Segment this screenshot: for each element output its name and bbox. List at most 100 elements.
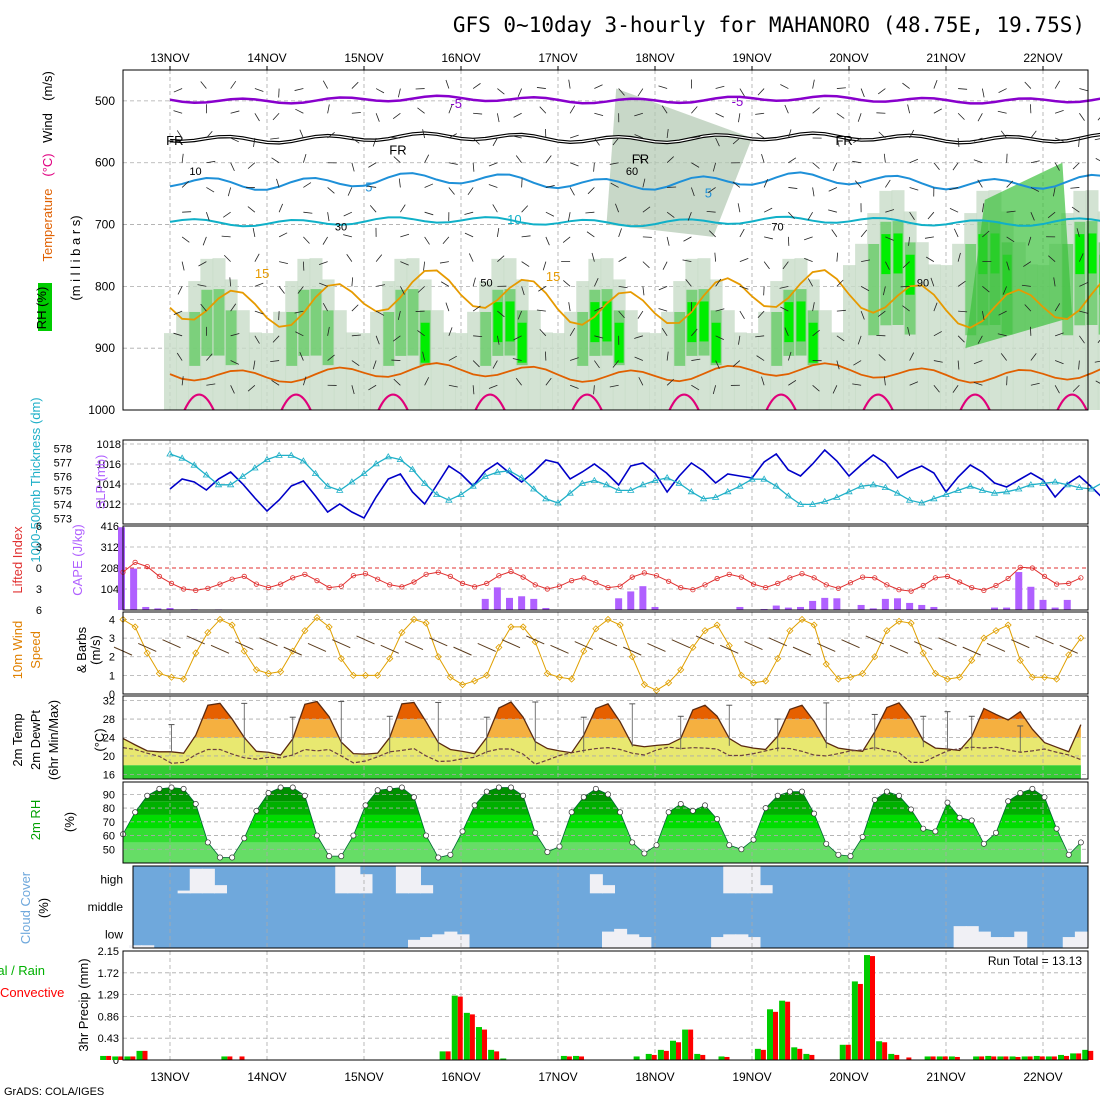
thickness-point bbox=[239, 472, 247, 479]
precip-total-bar bbox=[997, 1056, 1004, 1060]
wind-barb bbox=[634, 356, 644, 361]
precip-convective-bar bbox=[760, 1049, 766, 1060]
wind-barb bbox=[303, 236, 310, 244]
wind-barb bbox=[1030, 353, 1037, 361]
precip-tick-label: 0 bbox=[113, 1055, 119, 1067]
rh-point bbox=[629, 839, 636, 846]
thickness-point bbox=[857, 482, 865, 489]
wind-barb bbox=[860, 229, 868, 238]
wind-barb bbox=[973, 360, 983, 365]
wind-barb bbox=[417, 286, 425, 293]
wind-barb bbox=[319, 282, 328, 287]
rh-point bbox=[301, 792, 308, 799]
cape-tick-label: 416 bbox=[101, 521, 119, 533]
rh-shading bbox=[213, 289, 225, 356]
date-label-top: 14NOV bbox=[247, 51, 286, 65]
wind-barb bbox=[739, 228, 745, 238]
precip-total-bar bbox=[1058, 1054, 1064, 1060]
thickness-point bbox=[384, 453, 392, 460]
wind-barb bbox=[372, 360, 377, 370]
surface-wind-barb bbox=[720, 644, 739, 654]
wind-barb bbox=[714, 252, 717, 262]
wind-barb bbox=[812, 302, 815, 312]
precip-total-bar bbox=[657, 1049, 664, 1060]
lifted-index-tick-label: 3 bbox=[36, 584, 42, 596]
wind-barb bbox=[666, 156, 674, 164]
wind-barb bbox=[852, 160, 862, 164]
wind-barb bbox=[254, 113, 260, 122]
thickness-point bbox=[323, 482, 332, 489]
rh-contour-label: 60 bbox=[626, 166, 638, 178]
wind-barb bbox=[788, 187, 798, 189]
rh-point bbox=[568, 809, 575, 816]
wind-barb bbox=[271, 157, 280, 164]
lifted-index-point bbox=[763, 584, 769, 591]
surface-wind-barb bbox=[623, 646, 642, 656]
lifted-index-axis-label: Lifted Index bbox=[10, 526, 25, 594]
wind-barb bbox=[909, 187, 919, 191]
wind-barb bbox=[442, 236, 450, 244]
wind-barb bbox=[375, 113, 380, 122]
rh-point bbox=[411, 794, 417, 801]
surface-wind-barb bbox=[889, 644, 909, 654]
rh-shading bbox=[606, 88, 752, 237]
date-label-bottom: 15NOV bbox=[344, 1070, 383, 1084]
wind-barb bbox=[1030, 382, 1040, 386]
thickness-point bbox=[336, 486, 344, 493]
rh-tick-label: 50 bbox=[103, 844, 115, 856]
wind-barb bbox=[981, 311, 985, 321]
surface-wind-barb bbox=[671, 639, 690, 649]
rh-shading bbox=[176, 311, 190, 410]
wind-barb bbox=[569, 187, 575, 196]
wind-barb bbox=[1094, 138, 1100, 141]
cloud-axis-label: Cloud Cover bbox=[18, 871, 33, 944]
surface-wind-barb bbox=[283, 646, 302, 656]
dewpoint-axis-label: 2m DewPt bbox=[28, 710, 43, 770]
wind-barb bbox=[586, 231, 595, 238]
wind-barb bbox=[618, 88, 625, 96]
wind10m-speed-label: Speed bbox=[28, 631, 43, 669]
rh-point bbox=[920, 825, 927, 832]
lifted-index-point bbox=[835, 585, 841, 591]
date-label-top: 21NOV bbox=[926, 51, 965, 65]
rh-point bbox=[314, 832, 320, 839]
lifted-index-point bbox=[823, 582, 829, 588]
wind-barb bbox=[253, 360, 256, 370]
thickness-point bbox=[881, 483, 890, 490]
wind-speed-point bbox=[628, 653, 636, 661]
wind-barb bbox=[930, 277, 935, 287]
wind-barb bbox=[327, 326, 330, 336]
thickness-point bbox=[724, 488, 732, 495]
wind-barb bbox=[488, 162, 498, 167]
cape-bar bbox=[627, 591, 635, 610]
cloud-high-bar bbox=[420, 885, 434, 894]
wind10m-unit-label: (m/s) bbox=[88, 635, 103, 665]
temp-fill-band bbox=[123, 701, 1081, 720]
wind-speed-point bbox=[204, 628, 212, 637]
wind-barb bbox=[536, 309, 546, 312]
wind-barb bbox=[909, 158, 919, 164]
wind-barb bbox=[739, 88, 745, 97]
cloud-low-bar bbox=[965, 926, 979, 948]
rh-point bbox=[156, 785, 163, 792]
wind-speed-point bbox=[446, 673, 454, 681]
wind-speed-point bbox=[859, 669, 867, 678]
lifted-index-tick-label: 3 bbox=[36, 542, 42, 554]
precip-convective-bar bbox=[579, 1056, 584, 1060]
wind-barb bbox=[1072, 384, 1080, 392]
wind-barb bbox=[981, 88, 985, 98]
wind-speed-point bbox=[980, 634, 988, 642]
cloud-high-bar bbox=[723, 866, 737, 894]
wind-barb bbox=[1079, 253, 1084, 262]
cloud-low-bar bbox=[990, 937, 1003, 948]
wind-barb bbox=[812, 162, 820, 169]
surface-wind-barb bbox=[307, 642, 327, 652]
lifted-index-point bbox=[423, 571, 429, 577]
wind-barb bbox=[902, 261, 910, 269]
rh-point bbox=[556, 843, 563, 850]
isotherm-minus5 bbox=[169, 94, 1100, 105]
thickness-point bbox=[166, 450, 174, 457]
wind-barb bbox=[513, 112, 522, 118]
rh-point bbox=[192, 801, 199, 807]
wind-barb bbox=[568, 79, 571, 89]
